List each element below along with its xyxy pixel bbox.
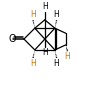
Text: H: H xyxy=(54,59,59,68)
Text: O: O xyxy=(8,34,16,44)
Text: H: H xyxy=(54,10,59,19)
Text: H: H xyxy=(42,2,48,11)
Text: H: H xyxy=(42,48,48,57)
Text: H: H xyxy=(64,52,70,61)
Text: H: H xyxy=(30,10,36,19)
Text: H: H xyxy=(30,59,36,68)
